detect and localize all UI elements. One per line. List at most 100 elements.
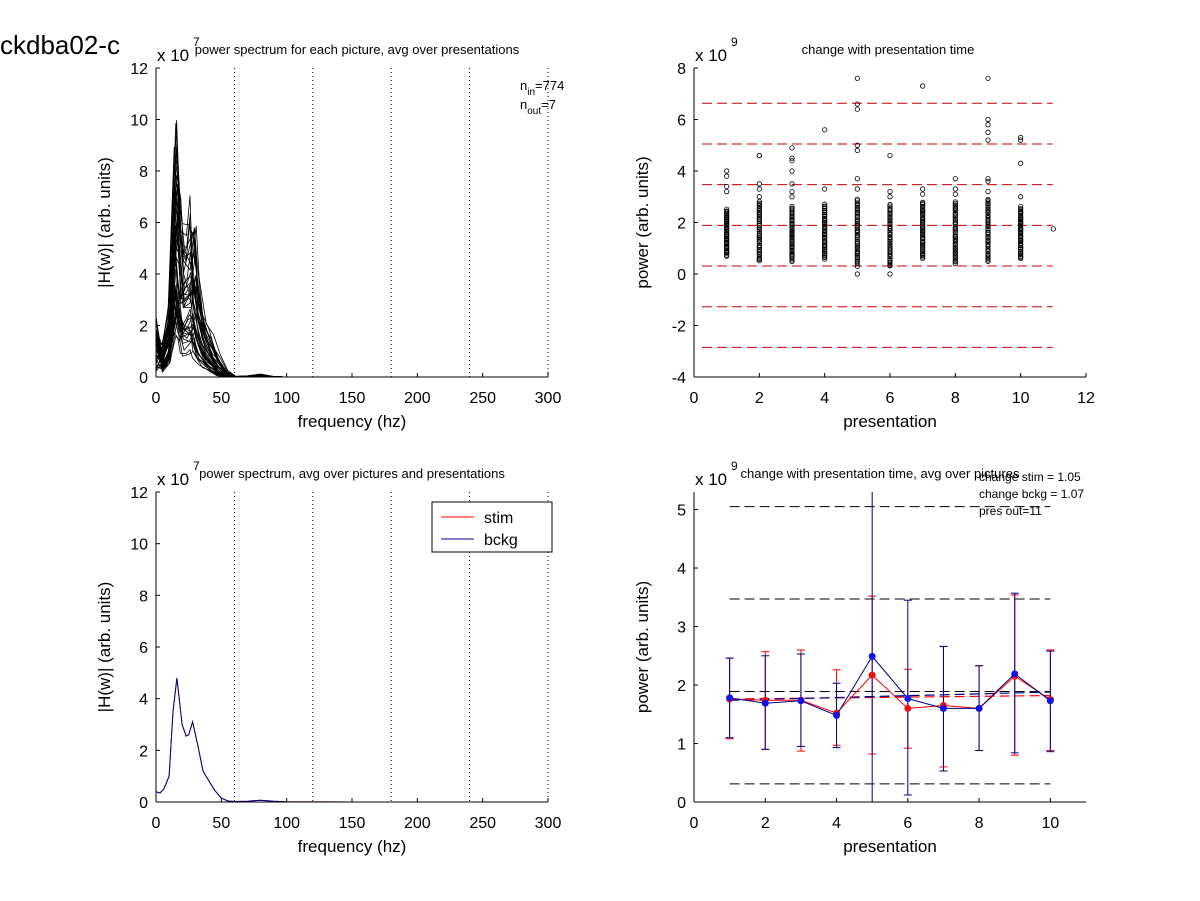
data-point <box>756 226 762 233</box>
data-point <box>724 239 730 245</box>
data-point <box>854 205 860 211</box>
data-marker-bckg <box>761 699 769 707</box>
data-point <box>952 210 958 216</box>
data-point <box>985 240 991 246</box>
outlier-point <box>1018 160 1024 166</box>
y-tick-label: 6 <box>677 113 686 130</box>
exponent-label: x 10 <box>695 470 727 489</box>
y-tick-label: 0 <box>139 370 148 387</box>
data-point <box>952 252 958 258</box>
exponent-value: 7 <box>193 35 200 49</box>
data-point <box>756 200 762 206</box>
outlier-point <box>756 186 762 192</box>
outlier-point <box>789 158 795 164</box>
outlier-point <box>789 145 795 151</box>
data-point <box>952 247 958 253</box>
data-point <box>854 216 860 222</box>
data-point <box>789 205 795 211</box>
y-axis-label: |H(w)| (arb. units) <box>95 582 114 713</box>
outlier-point <box>822 127 828 133</box>
outlier-point <box>985 75 991 81</box>
stats-annotation: pres out=11 <box>979 504 1042 518</box>
data-point <box>952 244 958 250</box>
data-point <box>1018 205 1024 212</box>
y-axis-label: power (arb. units) <box>633 156 652 288</box>
y-tick-label: 8 <box>677 61 686 78</box>
panel-power-spectrum-avg: 0 50 100 150 200 250 300 0 2 4 6 8 10 12 frequency (hz… <box>95 459 561 856</box>
data-marker-bckg <box>904 694 912 702</box>
data-point <box>724 206 730 212</box>
y-tick-label: 6 <box>139 216 148 233</box>
data-point <box>920 247 926 253</box>
data-point <box>1018 218 1024 225</box>
spectrum-curve <box>155 143 548 378</box>
spectrum-curve <box>155 146 548 378</box>
chart-title: power spectrum for each picture, avg ove… <box>195 42 520 57</box>
data-point <box>985 212 991 218</box>
data-point <box>854 198 860 204</box>
spectrum-curve <box>155 165 548 378</box>
data-point <box>920 254 926 260</box>
data-point <box>756 244 762 250</box>
y-tick-label: -2 <box>672 319 686 336</box>
data-point <box>985 254 991 260</box>
data-point <box>1050 226 1056 232</box>
y-tick-label: 10 <box>130 537 148 554</box>
y-tick-label: 12 <box>130 485 148 502</box>
outlier-point <box>985 129 991 135</box>
data-point <box>756 232 762 238</box>
spectrum-curve <box>155 147 548 378</box>
data-point <box>952 204 958 210</box>
spectrum-curve <box>155 246 548 378</box>
outlier-point <box>854 75 860 81</box>
outlier-point <box>756 152 762 159</box>
data-point <box>887 214 893 220</box>
y-tick-label: 0 <box>139 795 148 812</box>
outlier-point <box>822 186 828 192</box>
x-tick-label: 300 <box>535 390 562 407</box>
x-tick-label: 12 <box>1077 390 1095 407</box>
x-tick-label: 10 <box>1041 815 1059 832</box>
data-point <box>1018 212 1024 218</box>
data-point <box>854 200 860 206</box>
outlier-point <box>1018 194 1024 200</box>
data-marker-stim <box>868 671 876 679</box>
data-point <box>952 200 958 206</box>
x-tick-label: 200 <box>404 390 431 407</box>
data-point <box>756 242 762 248</box>
x-tick-label: 250 <box>469 815 496 832</box>
data-point <box>822 211 828 217</box>
data-point <box>985 257 991 263</box>
data-point <box>724 223 730 229</box>
y-tick-label: 1 <box>677 737 686 754</box>
data-point <box>887 257 893 263</box>
outlier-point <box>854 147 860 153</box>
outlier-point <box>724 189 730 195</box>
data-point <box>854 196 860 202</box>
outlier-point <box>985 176 991 182</box>
data-marker-bckg <box>868 652 876 660</box>
series-line-stim <box>155 677 548 803</box>
outlier-point <box>887 152 893 159</box>
outlier-point <box>985 116 991 123</box>
outlier-point <box>985 137 991 143</box>
data-point <box>789 228 795 234</box>
data-point <box>985 206 991 212</box>
outlier-point <box>952 186 958 192</box>
data-point <box>854 258 860 264</box>
outlier-point <box>854 186 860 192</box>
data-point <box>822 201 828 207</box>
y-tick-label: 4 <box>139 692 148 709</box>
spectrum-curve <box>155 302 548 378</box>
data-point <box>952 233 958 239</box>
x-tick-label: 0 <box>152 390 161 407</box>
data-point <box>756 205 762 211</box>
outlier-point <box>920 83 926 89</box>
data-point <box>887 242 893 248</box>
data-point <box>952 245 958 252</box>
data-point <box>985 237 991 243</box>
data-point <box>854 248 860 254</box>
data-point <box>985 229 991 235</box>
outlier-point <box>789 155 795 161</box>
data-point <box>854 218 860 224</box>
